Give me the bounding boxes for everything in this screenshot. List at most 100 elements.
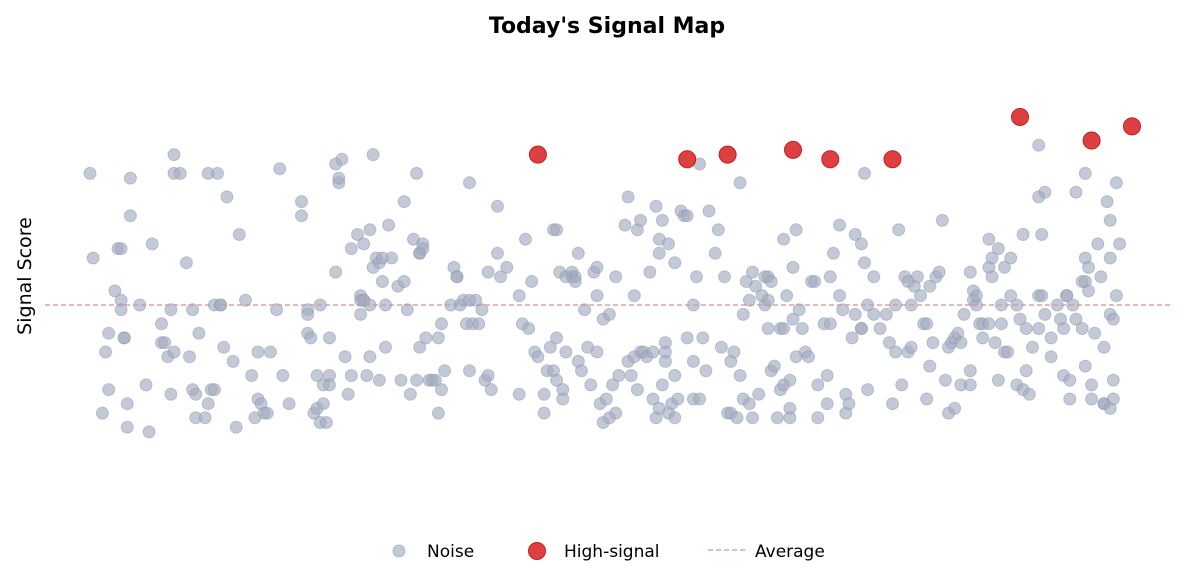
noise-point-306: [833, 218, 847, 232]
noise-point-438: [1109, 289, 1123, 303]
noise-point-358: [957, 307, 971, 321]
noise-point-339: [914, 289, 927, 303]
noise-point-418: [1078, 166, 1092, 180]
noise-point-25: [164, 387, 178, 401]
noise-point-204: [618, 218, 632, 232]
noise-point-68: [301, 307, 315, 321]
noise-point-115: [397, 275, 411, 288]
noise-point-153: [484, 383, 498, 397]
noise-point-229: [662, 237, 675, 251]
noise-point-385: [1010, 298, 1024, 312]
noise-point-278: [770, 411, 784, 425]
noise-point-0: [83, 166, 97, 180]
noise-point-277: [767, 359, 781, 373]
noise-point-367: [976, 331, 990, 345]
noise-point-430: [1100, 195, 1114, 209]
noise-point-155: [491, 199, 504, 213]
high-signal-point-5: [883, 150, 902, 169]
legend: Noise High-signal Average: [392, 542, 825, 562]
noise-point-88: [341, 387, 355, 401]
noise-point-390: [1019, 364, 1033, 378]
noise-point-398: [1035, 228, 1049, 241]
noise-point-232: [668, 369, 682, 382]
noise-point-89: [344, 242, 358, 256]
noise-point-249: [708, 246, 722, 260]
noise-point-193: [590, 289, 604, 303]
noise-point-250: [711, 223, 725, 237]
noise-point-243: [690, 270, 703, 284]
noise-point-35: [189, 387, 203, 401]
noise-point-217: [646, 392, 660, 406]
noise-point-186: [575, 364, 588, 378]
noise-point-423: [1085, 392, 1099, 406]
noise-point-86: [335, 152, 349, 166]
noise-point-37: [192, 326, 206, 340]
noise-point-172: [550, 331, 564, 345]
noise-point-284: [780, 289, 794, 303]
noise-point-258: [733, 176, 747, 190]
noise-point-440: [1113, 237, 1127, 251]
noise-point-56: [251, 345, 265, 359]
noise-point-347: [932, 265, 946, 279]
noise-point-234: [668, 411, 682, 425]
noise-point-411: [1066, 298, 1080, 312]
noise-point-3: [99, 345, 113, 359]
noise-point-272: [761, 293, 775, 307]
noise-point-207: [624, 369, 638, 382]
noise-point-228: [658, 336, 672, 350]
noise-point-121: [410, 166, 424, 180]
noise-point-369: [982, 317, 996, 331]
noise-point-357: [954, 336, 968, 350]
noise-point-318: [858, 256, 871, 270]
noise-point-161: [519, 232, 532, 246]
noise-point-70: [304, 331, 318, 345]
noise-point-132: [431, 331, 445, 345]
noise-point-50: [229, 420, 243, 434]
noise-point-434: [1103, 213, 1117, 227]
noise-point-189: [584, 378, 598, 392]
noise-point-263: [742, 397, 756, 411]
noise-point-315: [854, 237, 868, 251]
noise-point-412: [1069, 312, 1083, 326]
noise-point-114: [394, 373, 408, 387]
noise-point-116: [397, 195, 411, 209]
noise-point-374: [988, 336, 1002, 350]
noise-point-64: [282, 397, 296, 411]
noise-point-53: [245, 369, 259, 382]
noise-point-319: [858, 166, 871, 180]
noise-point-51: [232, 228, 246, 241]
noise-point-305: [826, 246, 840, 260]
noise-point-158: [512, 289, 526, 303]
noise-point-329: [889, 345, 903, 359]
noise-point-409: [1063, 373, 1077, 387]
noise-point-198: [602, 307, 616, 321]
noise-point-328: [889, 298, 903, 312]
noise-point-117: [400, 303, 414, 317]
noise-point-14: [120, 397, 134, 411]
noise-point-65: [295, 195, 308, 209]
noise-point-151: [481, 369, 495, 382]
noise-point-177: [556, 392, 570, 406]
noise-point-81: [323, 331, 336, 345]
noise-point-338: [910, 270, 924, 284]
noise-point-317: [854, 322, 868, 335]
noise-point-82: [329, 265, 343, 279]
high-signal-point-4: [821, 150, 840, 169]
noise-point-415: [1075, 322, 1089, 335]
noise-point-256: [727, 345, 741, 359]
noise-point-241: [686, 354, 700, 368]
noise-point-321: [861, 383, 875, 397]
noise-point-393: [1032, 322, 1046, 335]
noise-point-377: [994, 298, 1008, 312]
noise-point-147: [469, 293, 483, 307]
noise-point-52: [239, 293, 252, 307]
noise-point-376: [991, 373, 1005, 387]
noise-point-63: [276, 369, 290, 382]
noise-point-327: [886, 397, 899, 411]
noise-point-431: [1103, 251, 1117, 265]
noise-point-110: [379, 340, 392, 354]
noise-point-48: [220, 190, 234, 204]
noise-point-381: [1001, 345, 1015, 359]
noise-point-39: [201, 397, 215, 411]
noise-point-60: [263, 345, 277, 359]
